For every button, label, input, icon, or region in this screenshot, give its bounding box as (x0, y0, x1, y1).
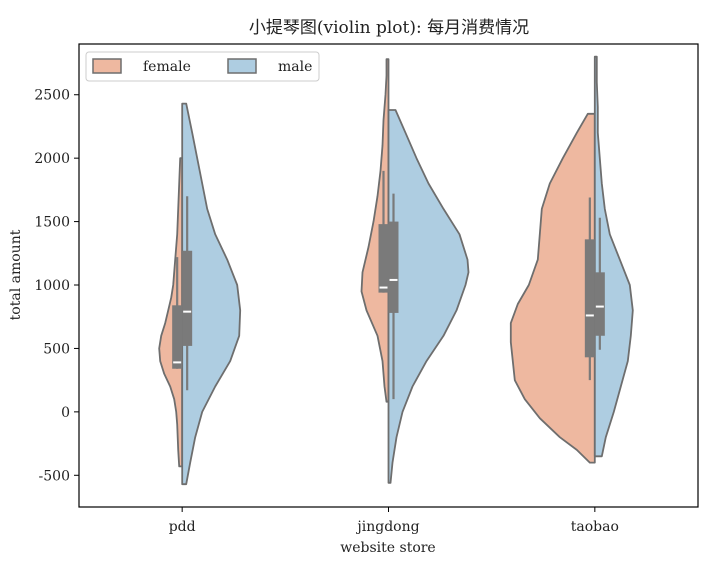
iqr-box-male-taobao (594, 272, 605, 336)
violin-female-pdd (158, 157, 184, 468)
legend-box (85, 51, 320, 82)
y-tick-label: 2000 (34, 151, 70, 167)
x-axis-title: website store (340, 540, 435, 556)
violin-male-taobao (593, 55, 634, 458)
y-axis-title: total amount (8, 229, 24, 320)
violin-female-jingdong (360, 58, 390, 403)
legend: female male (85, 51, 320, 82)
y-tick-label: 1500 (34, 215, 70, 231)
violin-male-jingdong (387, 109, 470, 484)
x-tick-label: taobao (571, 519, 619, 535)
legend-swatch-male (227, 58, 257, 74)
x-tick-label: pdd (169, 519, 196, 535)
iqr-box-female-pdd (172, 305, 183, 369)
legend-label-female: female (143, 59, 191, 75)
y-tick-label: 0 (61, 405, 70, 421)
y-tick-label: 1000 (34, 278, 70, 294)
iqr-box-male-pdd (182, 250, 193, 346)
iqr-box-male-jingdong (388, 221, 399, 313)
y-tick-label: 500 (43, 341, 70, 357)
chart-title: 小提琴图(violin plot): 每月消费情况 (249, 18, 529, 38)
iqr-box-female-jingdong (378, 224, 389, 293)
legend-label-male: male (278, 59, 312, 75)
x-tick-label: jingdong (355, 519, 419, 535)
violin-female-taobao (509, 112, 596, 464)
y-tick-label: 2500 (34, 88, 70, 104)
iqr-box-female-taobao (584, 239, 595, 358)
legend-swatch-female (92, 58, 122, 74)
violin-male-pdd (181, 102, 242, 486)
y-tick-label: -500 (39, 468, 70, 484)
